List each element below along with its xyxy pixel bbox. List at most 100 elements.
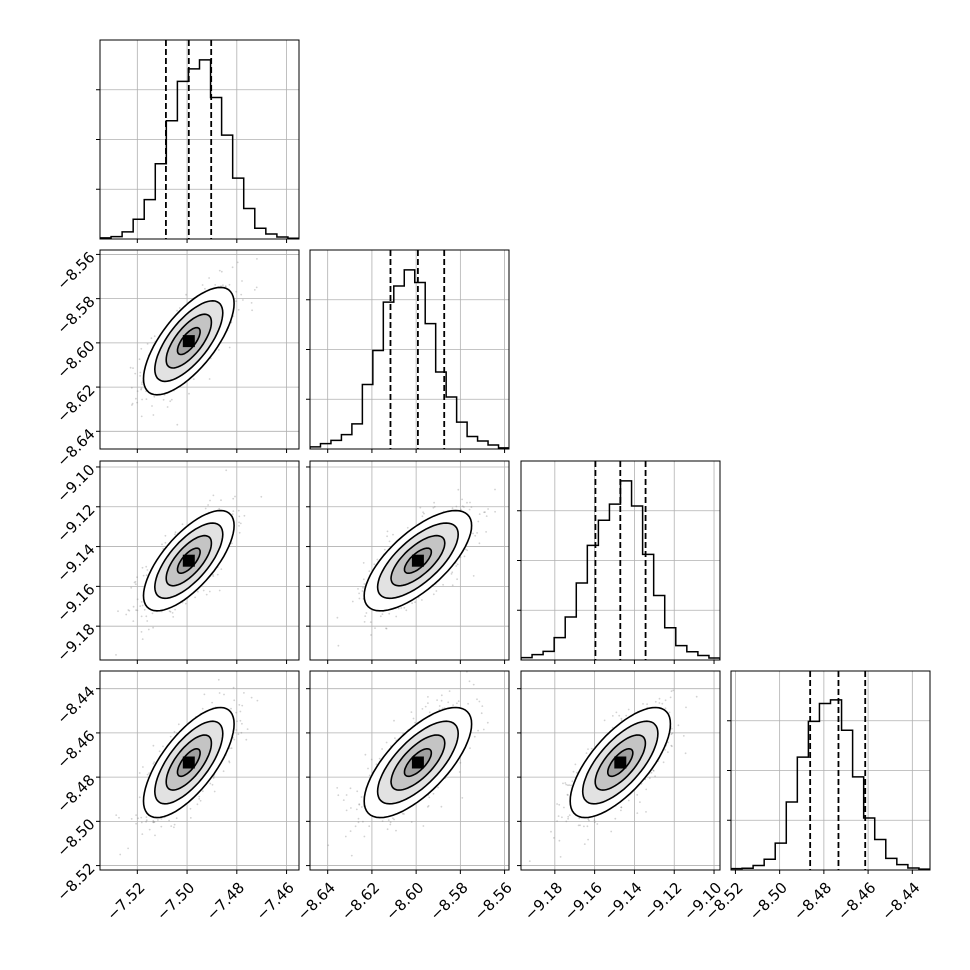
scatter-point [162,398,165,401]
scatter-point [421,515,424,518]
scatter-point [553,837,555,839]
panel-2-0: −9.18−9.16−9.14−9.12−9.10 [53,460,300,665]
scatter-point [196,803,199,806]
scatter-point [154,834,156,837]
scatter-point [140,388,143,391]
scatter-point [427,702,429,704]
scatter-point [357,588,359,590]
scatter-point [426,806,429,808]
scatter-point [357,821,360,824]
scatter-point [119,853,122,856]
panel-1-0: −8.64−8.62−8.60−8.58−8.56 [53,248,300,470]
scatter-point [130,386,133,389]
scatter-point [173,823,176,826]
scatter-point [239,710,242,713]
y-tick-label: −9.10 [53,461,98,506]
scatter-point [235,711,238,714]
density-peak [182,756,195,769]
scatter-point [152,821,155,824]
scatter-point [451,571,454,574]
scatter-point [253,289,256,291]
scatter-point [468,508,471,511]
scatter-point [237,733,240,735]
scatter-point [403,606,406,609]
scatter-point [255,286,258,289]
scatter-point [235,729,238,731]
scatter-point [457,488,460,491]
scatter-point [250,302,253,304]
scatter-point [239,522,242,525]
x-tick-label: −9.16 [561,879,606,924]
panel-content [336,488,496,647]
scatter-point [142,574,145,577]
scatter-point [385,741,388,744]
scatter-point [642,703,644,705]
x-tick-label: −9.14 [601,879,646,924]
scatter-point [138,358,141,361]
x-tick-label: −8.56 [471,879,516,924]
scatter-point [419,506,422,509]
scatter-point [145,820,148,823]
scatter-point [368,570,371,573]
scatter-point [646,703,648,706]
scatter-point [199,799,202,802]
scatter-point [461,498,463,501]
scatter-point [667,751,669,753]
panel-1-1 [306,249,510,453]
scatter-point [235,300,238,303]
scatter-point [133,581,136,584]
scatter-point [238,521,241,524]
scatter-point [362,578,365,581]
scatter-point [587,818,590,821]
scatter-point [208,277,211,279]
scatter-point [474,534,477,537]
scatter-point [125,613,128,616]
scatter-point [130,818,133,820]
y-tick-label: −8.62 [53,381,98,426]
scatter-point [662,761,665,764]
scatter-point [228,346,231,349]
scatter-point [484,511,486,513]
scatter-point [174,533,176,536]
scatter-point [212,777,215,779]
scatter-point [208,590,211,593]
scatter-point [132,367,134,369]
scatter-point [173,826,175,829]
scatter-point [370,758,373,761]
scatter-point [583,843,586,845]
panel-frame [520,670,721,871]
scatter-point [146,773,149,776]
scatter-point [596,823,599,825]
scatter-point [118,816,120,819]
panel-3-1: −8.64−8.62−8.60−8.58−8.56 [294,670,516,924]
scatter-point [260,495,263,498]
scatter-point [217,349,220,351]
scatter-point [472,683,475,686]
panel-content [528,689,698,862]
scatter-point [185,293,188,296]
panel-frame [520,460,721,661]
panel-frame [309,670,510,871]
scatter-point [207,504,210,506]
scatter-point [172,616,175,618]
scatter-point [427,696,429,698]
scatter-point [412,717,415,720]
scatter-point [620,806,623,809]
scatter-point [403,813,405,815]
scatter-point [246,728,249,730]
scatter-point [176,423,179,426]
scatter-point [143,608,146,611]
x-tick-label: −7.50 [153,879,198,924]
scatter-point [152,821,155,824]
scatter-point [204,287,206,290]
scatter-point [358,803,361,805]
scatter-point [136,390,139,393]
scatter-point [242,299,244,301]
scatter-point [652,770,655,772]
scatter-point [169,610,172,613]
scatter-point [173,730,176,733]
scatter-point [618,714,621,717]
scatter-point [677,724,680,727]
scatter-point [140,631,143,633]
scatter-point [237,509,240,512]
